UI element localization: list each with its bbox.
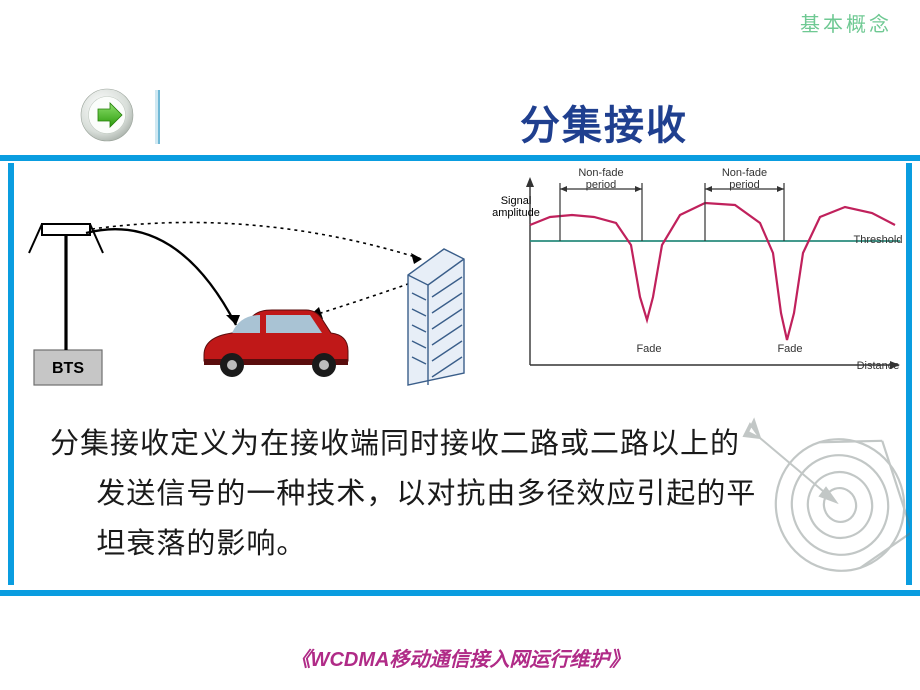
- section-label: 基本概念: [800, 8, 892, 37]
- body-line-1: 分集接收定义为在接收端同时接收二路或二路以上的: [50, 428, 740, 460]
- header: 分集接收: [0, 88, 920, 148]
- fading-graph: [490, 165, 900, 390]
- graph-fade-1: Fade: [631, 343, 667, 355]
- graph-nonfade-2: Non-fadeperiod: [715, 167, 775, 191]
- multipath-diagram: BTS: [26, 215, 468, 395]
- bottom-horizontal-rule: [0, 590, 920, 596]
- graph-threshold: Threshold: [850, 234, 906, 246]
- vertical-divider-icon: [155, 90, 160, 144]
- svg-text:BTS: BTS: [52, 360, 84, 377]
- forward-arrow-icon: [80, 88, 134, 142]
- graph-fade-2: Fade: [772, 343, 808, 355]
- slide-title: 分集接收: [520, 93, 688, 151]
- graph-distance: Distance: [850, 360, 906, 372]
- top-horizontal-rule: [0, 155, 920, 161]
- target-decoration-icon: [740, 410, 910, 580]
- graph-ylabel: Signalamplitude: [492, 195, 540, 219]
- graph-nonfade-1: Non-fadeperiod: [571, 167, 631, 191]
- footer-text: 《WCDMA移动通信接入网运行维护》: [0, 643, 920, 672]
